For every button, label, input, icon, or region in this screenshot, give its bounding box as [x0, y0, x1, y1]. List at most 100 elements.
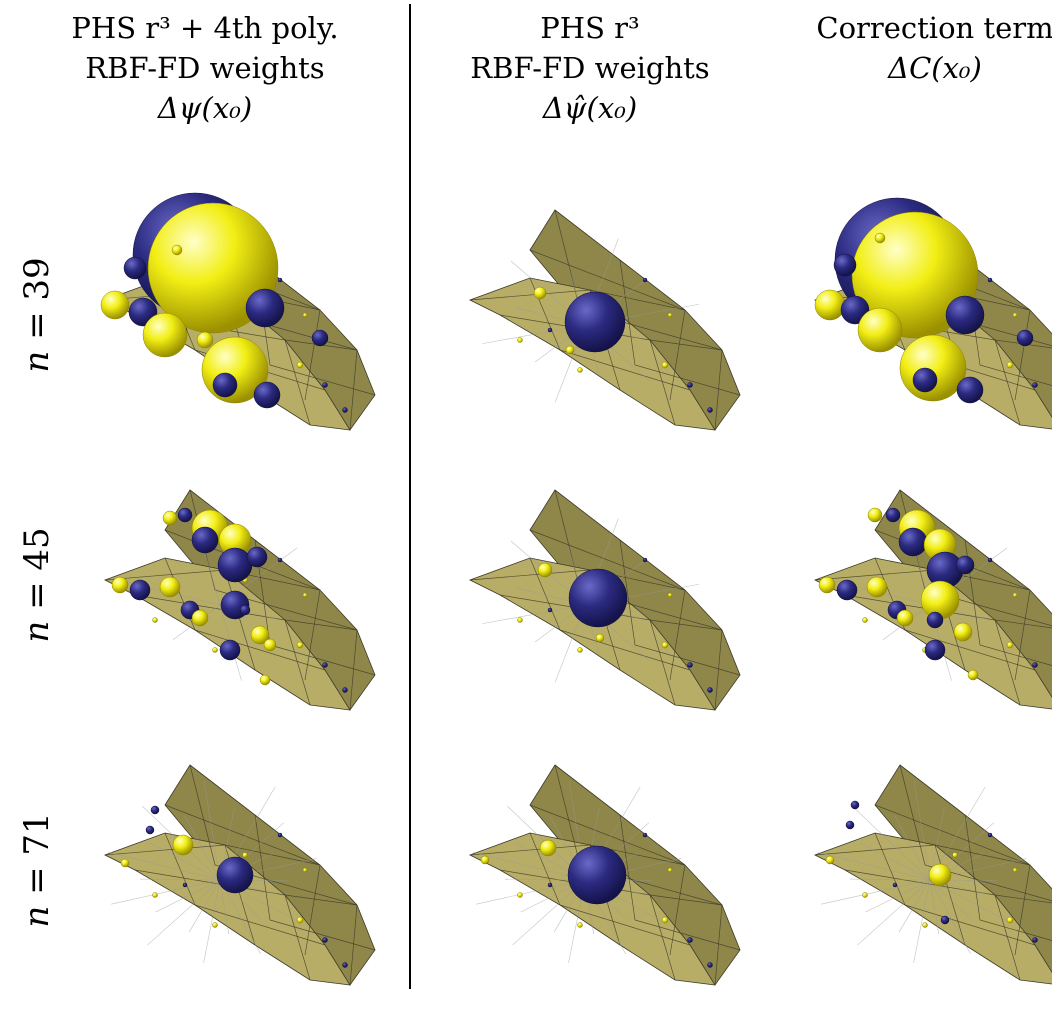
negative-weight-sphere: [342, 687, 348, 693]
mesh-edge: [649, 339, 676, 426]
column-header-phs: PHS r³ RBF-FD weights Δψ̂(x₀): [440, 8, 740, 128]
spoke: [913, 879, 931, 964]
mesh-edge: [979, 364, 1052, 386]
row-label-n71: n = 71: [2, 770, 72, 970]
mesh-edge: [994, 339, 1052, 349]
mesh-edge: [529, 832, 561, 906]
spoke: [219, 879, 230, 934]
mesh-edge: [649, 339, 723, 351]
spoke: [147, 879, 221, 946]
mesh-edge: [559, 904, 691, 946]
mesh-edge: [529, 557, 561, 631]
negative-weight-sphere: [568, 568, 628, 628]
mesh-edge: [224, 569, 256, 671]
positive-weight-sphere: [857, 307, 903, 353]
negative-weight-sphere: [945, 295, 985, 335]
mesh-edge: [1014, 309, 1031, 401]
positive-weight-sphere: [302, 867, 308, 873]
surface-render: [468, 489, 741, 711]
positive-weight-sphere: [952, 852, 958, 858]
mesh-edge: [714, 904, 723, 986]
positive-weight-sphere: [242, 852, 248, 858]
surface-render: [103, 489, 376, 711]
negative-weight-sphere: [145, 825, 155, 835]
negative-weight-sphere: [547, 882, 553, 888]
negative-weight-sphere: [1016, 329, 1034, 347]
mesh-edge: [619, 259, 636, 366]
column-divider: [409, 4, 411, 989]
positive-weight-sphere: [661, 916, 669, 924]
positive-weight-sphere: [866, 576, 888, 598]
mesh-edge: [669, 309, 686, 401]
negative-weight-sphere: [216, 856, 254, 894]
negative-weight-sphere: [987, 277, 993, 283]
mesh-edge: [994, 894, 1021, 981]
header-line-2: ΔC(x₀): [888, 51, 982, 85]
column-header-correction: Correction term ΔC(x₀): [805, 8, 1052, 88]
negative-weight-sphere: [322, 937, 328, 943]
spoke: [929, 879, 940, 934]
positive-weight-sphere: [862, 892, 868, 898]
spoke: [929, 879, 971, 955]
negative-weight-sphere: [182, 882, 188, 888]
negative-weight-sphere: [547, 327, 553, 333]
panel-r2-c1: [460, 745, 760, 1015]
row-eq: = 39: [17, 257, 57, 340]
surface-render: [813, 197, 1052, 430]
positive-weight-sphere: [825, 855, 835, 865]
surface-render: [813, 489, 1052, 710]
negative-weight-sphere: [212, 372, 238, 398]
positive-weight-sphere: [577, 647, 583, 653]
positive-weight-sphere: [1006, 641, 1014, 649]
mesh-edge: [634, 364, 741, 396]
mesh-edge: [529, 804, 686, 866]
spoke: [913, 780, 931, 881]
negative-weight-sphere: [892, 882, 898, 888]
mesh-edge: [874, 804, 1031, 866]
positive-weight-sphere: [967, 669, 979, 681]
header-line-3: Δψ(x₀): [157, 91, 253, 125]
surface-render: [100, 192, 376, 431]
positive-weight-sphere: [1012, 592, 1018, 598]
spoke: [188, 879, 221, 933]
positive-weight-sphere: [152, 617, 158, 623]
header-line-1: Correction term: [816, 11, 1052, 45]
positive-weight-sphere: [896, 609, 914, 627]
mesh-edge: [1014, 589, 1031, 681]
mesh-edge: [714, 349, 723, 431]
negative-weight-sphere: [129, 579, 151, 601]
positive-weight-sphere: [577, 367, 583, 373]
mesh-edge: [189, 764, 216, 866]
mesh-edge: [349, 349, 358, 431]
negative-weight-sphere: [850, 800, 860, 810]
panel-r1-c0: [95, 470, 395, 740]
header-line-1: PHS r³ + 4th poly.: [71, 11, 339, 45]
negative-weight-sphere: [707, 687, 713, 693]
positive-weight-sphere: [191, 609, 209, 627]
mesh-edge: [104, 844, 226, 856]
mesh-edge: [814, 844, 936, 856]
positive-weight-sphere: [661, 361, 669, 369]
positive-weight-sphere: [565, 345, 575, 355]
positive-weight-sphere: [899, 334, 967, 402]
header-line-3: Δψ̂(x₀): [542, 91, 638, 125]
negative-weight-sphere: [177, 507, 193, 523]
negative-weight-sphere: [277, 557, 283, 563]
positive-weight-sphere: [667, 592, 673, 598]
negative-weight-sphere: [642, 557, 648, 563]
positive-weight-sphere: [517, 892, 523, 898]
mesh-edge: [649, 619, 676, 706]
panel-r0-c0: [95, 190, 395, 460]
mesh-edge: [559, 629, 691, 671]
spoke: [140, 878, 221, 881]
mesh-edge: [649, 894, 676, 981]
positive-weight-sphere: [1012, 312, 1018, 318]
negative-weight-sphere: [245, 288, 285, 328]
negative-weight-sphere: [955, 555, 975, 575]
positive-weight-sphere: [862, 617, 868, 623]
negative-weight-sphere: [885, 507, 901, 523]
mesh-edge: [284, 619, 358, 631]
positive-weight-sphere: [159, 576, 181, 598]
mesh-edge: [284, 619, 311, 706]
negative-weight-sphere: [987, 832, 993, 838]
